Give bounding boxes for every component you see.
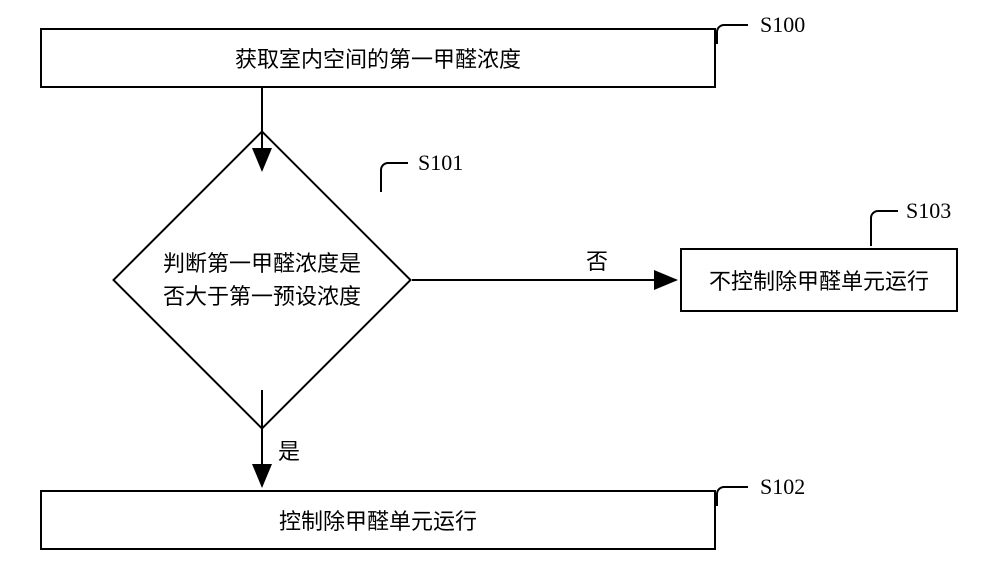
node-s101-line2: 否大于第一预设浓度 bbox=[163, 284, 361, 309]
node-s102-text: 控制除甲醛单元运行 bbox=[279, 504, 477, 536]
node-s103-text: 不控制除甲醛单元运行 bbox=[709, 264, 929, 296]
node-s101: 判断第一甲醛浓度是 否大于第一预设浓度 bbox=[156, 174, 368, 386]
leader-s103 bbox=[870, 210, 898, 246]
node-s103: 不控制除甲醛单元运行 bbox=[680, 248, 958, 312]
leader-s100 bbox=[716, 24, 748, 44]
node-s101-text: 判断第一甲醛浓度是 否大于第一预设浓度 bbox=[132, 247, 392, 313]
label-s100: S100 bbox=[760, 12, 805, 38]
node-s101-line1: 判断第一甲醛浓度是 bbox=[163, 251, 361, 276]
label-s101: S101 bbox=[418, 150, 463, 176]
node-s100-text: 获取室内空间的第一甲醛浓度 bbox=[235, 42, 521, 74]
edge-label-no: 否 bbox=[586, 244, 608, 276]
label-s103: S103 bbox=[906, 198, 951, 224]
edge-label-yes: 是 bbox=[278, 434, 300, 466]
node-s100: 获取室内空间的第一甲醛浓度 bbox=[40, 28, 716, 88]
label-s102: S102 bbox=[760, 474, 805, 500]
leader-s101 bbox=[380, 162, 408, 192]
leader-s102 bbox=[716, 486, 748, 506]
node-s102: 控制除甲醛单元运行 bbox=[40, 490, 716, 550]
